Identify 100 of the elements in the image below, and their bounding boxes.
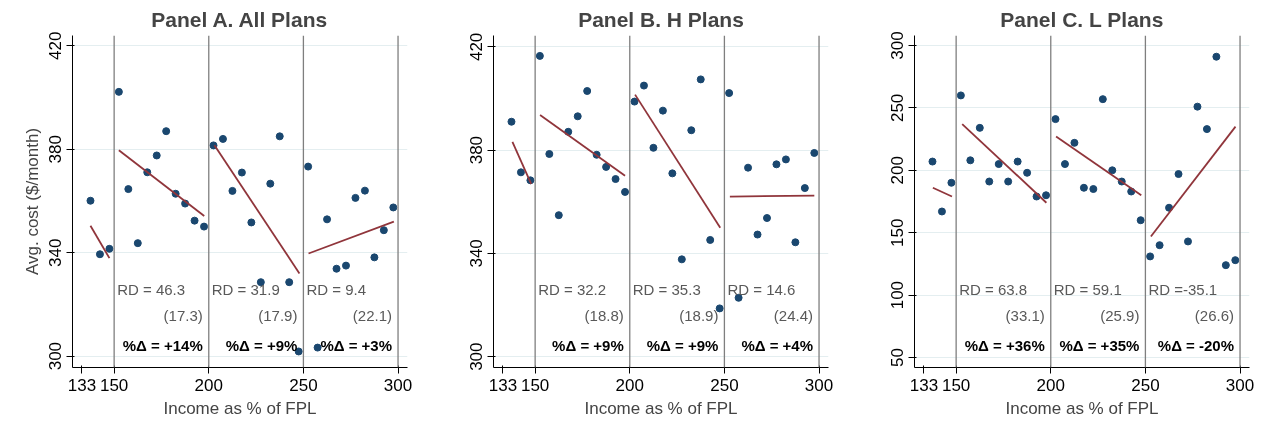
point	[583, 87, 592, 95]
point	[1013, 157, 1022, 166]
point	[1155, 241, 1164, 250]
annotation: (26.6)	[1194, 306, 1235, 324]
point	[762, 214, 771, 223]
point	[744, 163, 753, 172]
annotation: %Δ = +36%	[964, 336, 1045, 354]
y-axis-title: Avg. cost ($/month)	[22, 127, 42, 276]
annotation: RD = 14.6	[727, 280, 796, 298]
annotation: (22.1)	[352, 306, 393, 324]
x-tick-label: 250	[289, 375, 318, 395]
point	[1136, 216, 1145, 225]
point	[275, 132, 284, 141]
point	[370, 253, 379, 262]
x-tick-label: 150	[520, 375, 550, 395]
annotation: RD = 32.2	[538, 280, 607, 298]
annotation: %Δ = +9%	[225, 336, 298, 354]
annotation: (17.9)	[258, 306, 298, 324]
point	[554, 211, 563, 220]
point	[114, 87, 123, 96]
y-tick-label: 380	[467, 135, 487, 165]
point	[1221, 261, 1230, 270]
y-tick-label: 300	[46, 341, 66, 371]
point	[218, 134, 227, 143]
point	[956, 91, 965, 100]
point	[133, 239, 142, 248]
x-tick-label: 200	[194, 375, 223, 395]
annotation: %Δ = +9%	[552, 336, 624, 354]
y-tick-label: 200	[888, 156, 908, 185]
annotation: %Δ = +4%	[741, 336, 814, 354]
point	[668, 169, 677, 178]
point	[975, 123, 984, 132]
point	[1070, 138, 1079, 147]
point	[237, 168, 246, 177]
point	[313, 343, 322, 352]
y-tick-label: 340	[467, 239, 487, 268]
y-tick-label: 100	[888, 280, 908, 310]
annotation: %Δ = +14%	[122, 336, 203, 354]
point	[162, 127, 171, 136]
point	[1004, 177, 1013, 186]
y-tick-label: 300	[467, 342, 487, 371]
point	[351, 193, 360, 202]
point	[323, 215, 332, 224]
point	[1146, 252, 1155, 261]
point	[1060, 160, 1069, 169]
point	[985, 177, 994, 186]
point	[360, 186, 369, 195]
point	[1183, 237, 1192, 246]
point	[1042, 191, 1051, 200]
y-tick-label: 250	[888, 93, 908, 123]
point	[994, 160, 1003, 169]
point	[611, 175, 620, 184]
point	[1108, 166, 1117, 175]
point	[266, 179, 275, 188]
point	[677, 255, 686, 264]
point	[332, 264, 341, 273]
y-tick-label: 300	[888, 31, 908, 60]
point	[725, 89, 734, 98]
point	[200, 222, 209, 231]
annotation: RD = 59.1	[1053, 280, 1122, 298]
annotation: RD = 63.8	[959, 280, 1028, 298]
point	[95, 250, 104, 259]
annotation: (33.1)	[1005, 306, 1045, 324]
x-tick-label: 300	[1225, 375, 1255, 395]
point	[966, 156, 975, 165]
point	[190, 216, 199, 225]
x-tick-label: 250	[1131, 375, 1160, 395]
point	[86, 196, 95, 205]
chart-title: Panel B. H Plans	[578, 7, 744, 31]
annotation: (25.9)	[1100, 306, 1140, 324]
x-tick-label: 300	[383, 375, 413, 395]
point	[621, 187, 630, 196]
x-axis-title: Income as % of FPL	[163, 398, 317, 418]
point	[800, 184, 809, 193]
annotation: %Δ = -20%	[1157, 336, 1235, 354]
point	[781, 155, 790, 164]
point	[1231, 256, 1240, 265]
point	[696, 75, 705, 84]
point	[228, 186, 237, 195]
chart-title: Panel C. L Plans	[1000, 7, 1164, 31]
annotation: %Δ = +35%	[1059, 336, 1140, 354]
point	[658, 106, 667, 115]
x-tick-label: 200	[1036, 375, 1065, 395]
point	[304, 162, 313, 171]
annotation: RD =-35.1	[1148, 280, 1218, 298]
point	[649, 143, 658, 152]
point	[791, 238, 800, 247]
point	[639, 81, 648, 90]
point	[341, 261, 350, 270]
annotation: RD = 31.9	[211, 280, 280, 298]
y-tick-label: 50	[888, 348, 908, 367]
point	[247, 218, 256, 227]
x-tick-label: 150	[99, 375, 129, 395]
point	[1098, 95, 1107, 104]
point	[573, 112, 582, 121]
point	[124, 185, 133, 194]
y-tick-label: 150	[888, 218, 908, 247]
point	[1079, 183, 1088, 192]
x-axis-title: Income as % of FPL	[1005, 398, 1159, 418]
point	[152, 151, 161, 160]
